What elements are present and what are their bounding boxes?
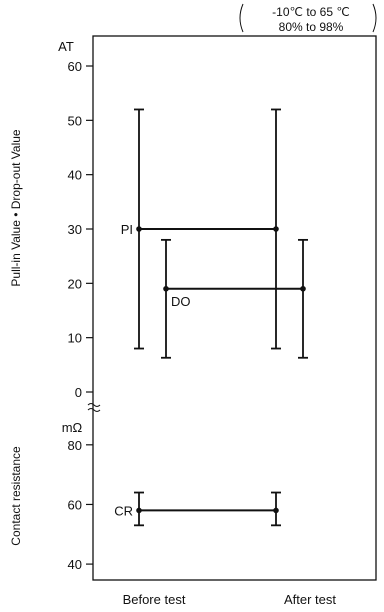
lower-series: CR [114,491,281,527]
series-label-cr: CR [114,503,133,518]
lower-axis-label: Contact resistance [9,446,23,546]
x-label-after-test: After test [284,592,336,607]
series-label-do: DO [171,294,191,309]
x-label-before-test: Before test [123,592,186,607]
condition-humidity: 80% to 98% [279,20,344,34]
lower-axis-ticks: 40 60 80 [68,438,93,572]
do-after-mean-point [300,285,306,292]
cr-after-mean-point [273,507,279,514]
axis-break-line-2 [87,408,101,412]
lower-unit-label: mΩ [62,420,83,435]
pi-after-mean-point [273,226,279,232]
upper-axis-label: Pull-in Value • Drop-out Value [9,129,23,286]
cr-before-mean-point [136,507,142,514]
y-tick-label-contact-resistance-80: 80 [68,438,82,453]
y-tick-label-pull-in-drop-out-0: 0 [75,385,82,400]
y-tick-label-contact-resistance-60: 60 [68,497,82,512]
do-before-mean-point [163,285,169,292]
series-label-pi: PI [121,222,133,237]
condition-temperature: -10℃ to 65 ℃ [272,5,350,19]
plot-frame [92,35,377,581]
conditions-box: -10℃ to 65 ℃ 80% to 98% [239,3,377,34]
y-tick-label-pull-in-drop-out-50: 50 [68,113,82,128]
conditions-right-paren [372,3,377,33]
y-tick-label-pull-in-drop-out-30: 30 [68,222,82,237]
upper-unit-label: AT [58,39,74,54]
upper-axis-ticks: 0 10 20 30 40 50 60 [68,59,93,400]
y-tick-label-pull-in-drop-out-40: 40 [68,168,82,183]
y-tick-label-pull-in-drop-out-60: 60 [68,59,82,74]
y-tick-label-pull-in-drop-out-20: 20 [68,276,82,291]
y-tick-label-contact-resistance-40: 40 [68,557,82,572]
pi-before-mean-point [136,226,142,232]
axis-break-line-1 [87,403,101,407]
conditions-left-paren [239,3,244,33]
axis-break-mark [87,403,101,412]
y-tick-label-pull-in-drop-out-10: 10 [68,331,82,346]
upper-series: PI DO [121,108,308,359]
